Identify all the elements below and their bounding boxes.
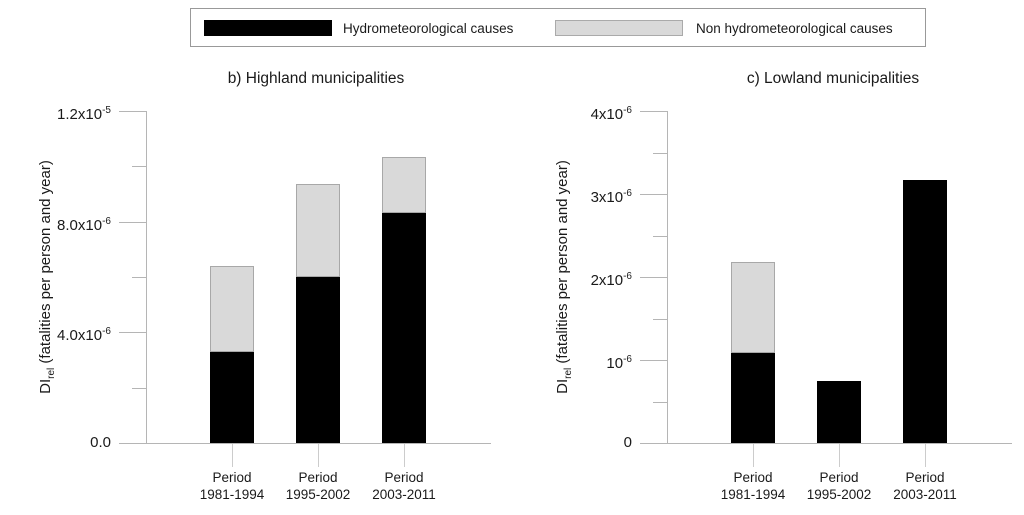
bar-segment-non-hydrometeorological	[382, 156, 426, 214]
bar-segment-hydrometeorological	[210, 351, 254, 443]
x-category-tick	[318, 444, 319, 467]
x-category-label-line2: 1995-2002	[806, 486, 872, 502]
chart-title-lowland: c) Lowland municipalities	[746, 70, 920, 87]
y-tick-exponent: -6	[623, 105, 632, 116]
legend-swatch-hydrometeorological-icon	[204, 20, 332, 36]
x-category-tick	[839, 444, 840, 467]
x-category-label: Period 1995-2002	[263, 470, 373, 503]
bar-segment-hydrometeorological	[903, 179, 947, 443]
y-minor-tick	[132, 387, 146, 389]
legend-label-non-hydrometeorological: Non hydrometeorological causes	[696, 21, 893, 36]
y-minor-tick	[653, 401, 667, 403]
y-tick-label: 0	[623, 434, 632, 451]
x-category-label-line1: Period	[819, 470, 859, 485]
x-category-tick	[753, 444, 754, 467]
y-minor-tick	[653, 318, 667, 320]
x-category-label-line1: Period	[733, 470, 773, 485]
x-category-label: Period 1995-2002	[784, 470, 894, 503]
x-category-tick	[232, 444, 233, 467]
y-major-tick	[119, 443, 146, 444]
x-category-label: Period 1981-1994	[177, 470, 287, 503]
bar-segment-hydrometeorological	[731, 353, 775, 443]
y-tick-label: 10-6	[606, 354, 632, 372]
y-tick-exponent: -6	[623, 188, 632, 199]
y-major-tick	[119, 111, 146, 112]
y-major-tick	[640, 360, 667, 361]
bar-segment-non-hydrometeorological	[210, 265, 254, 352]
y-major-tick	[640, 277, 667, 278]
x-category-label: Period 1981-1994	[698, 470, 808, 503]
x-category-label-line1: Period	[298, 470, 338, 485]
y-tick-exponent: -5	[102, 105, 111, 116]
y-major-tick	[119, 332, 146, 334]
x-category-label-line2: 2003-2011	[893, 486, 957, 502]
y-tick-label: 4.0x10-6	[57, 326, 111, 345]
y-minor-tick	[132, 166, 146, 168]
y-tick-label: 4x10-6	[590, 105, 632, 123]
y-tick-label: 8.0x10-6	[57, 215, 111, 234]
x-category-label: Period 2003-2011	[870, 470, 980, 503]
x-category-label-line1: Period	[212, 470, 252, 485]
y-tick-label: 2x10-6	[590, 271, 632, 289]
x-category-label-line1: Period	[905, 470, 945, 485]
x-category-tick	[925, 444, 926, 467]
x-category-label-line2: 1995-2002	[285, 486, 351, 502]
x-category-label-line2: 1981-1994	[199, 486, 265, 502]
x-category-label-line2: 1981-1994	[720, 486, 786, 502]
bar-segment-hydrometeorological	[296, 277, 340, 443]
bar-segment-non-hydrometeorological	[731, 262, 775, 354]
y-tick-exponent: -6	[102, 215, 111, 227]
y-major-tick	[640, 194, 667, 195]
y-tick-label: 0.0	[90, 434, 111, 451]
chart-title-highland: b) Highland municipalities	[227, 70, 405, 87]
bar-segment-hydrometeorological	[382, 213, 426, 443]
y-minor-tick	[653, 152, 667, 154]
plot-area-lowland	[667, 111, 1012, 444]
legend-label-hydrometeorological: Hydrometeorological causes	[343, 21, 514, 36]
y-tick-label: 1.2x10-5	[57, 105, 111, 123]
x-category-label-line2: 2003-2011	[372, 486, 436, 502]
y-tick-exponent: -6	[623, 271, 632, 282]
x-category-tick	[404, 444, 405, 467]
y-minor-tick	[653, 235, 667, 237]
x-category-label: Period 2003-2011	[349, 470, 459, 503]
legend-swatch-non-hydrometeorological-icon	[555, 20, 683, 36]
y-major-tick	[119, 221, 146, 223]
plot-area-highland	[146, 111, 491, 444]
bar-segment-hydrometeorological	[817, 380, 861, 443]
y-minor-tick	[132, 277, 146, 278]
y-major-tick	[640, 111, 667, 112]
x-category-label-line1: Period	[384, 470, 424, 485]
y-tick-exponent: -6	[102, 326, 111, 338]
bar-segment-non-hydrometeorological	[296, 184, 340, 277]
legend: Hydrometeorological causes Non hydromete…	[190, 8, 926, 47]
y-major-tick	[640, 443, 667, 444]
y-tick-exponent: -6	[623, 354, 632, 365]
y-tick-label: 3x10-6	[590, 188, 632, 206]
